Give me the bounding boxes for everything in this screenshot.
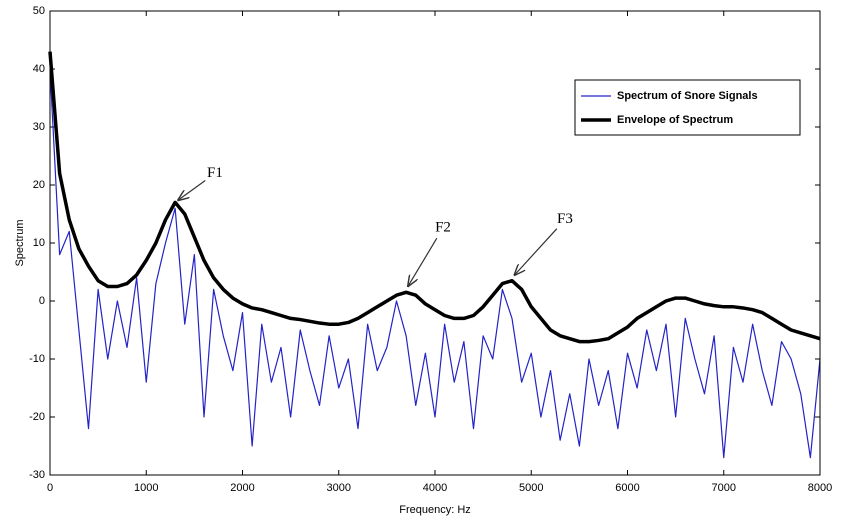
x-tick-label: 7000: [712, 482, 736, 494]
annotation-arrow: [408, 237, 438, 286]
y-tick-label: -20: [29, 411, 45, 423]
annotation-arrow: [515, 228, 558, 275]
x-tick-label: 1000: [134, 482, 158, 494]
x-tick-label: 4000: [423, 482, 447, 494]
x-tick-label: 2000: [230, 482, 254, 494]
x-tick-label: 8000: [808, 482, 832, 494]
annotation-label: F3: [557, 211, 573, 227]
x-tick-label: 0: [47, 482, 53, 494]
annotation-label: F2: [435, 219, 451, 235]
series-line: [49, 68, 821, 459]
x-tick-label: 6000: [615, 482, 639, 494]
annotation-arrow: [178, 179, 206, 200]
y-tick-label: 0: [39, 295, 45, 307]
y-tick-label: 50: [33, 5, 45, 17]
y-tick-label: -10: [29, 353, 45, 365]
y-tick-label: 40: [33, 63, 45, 75]
x-tick-label: 5000: [519, 482, 543, 494]
annotation-label: F1: [207, 165, 223, 181]
y-tick-label: -30: [29, 469, 45, 481]
x-axis-label: Frequency: Hz: [399, 504, 471, 516]
y-axis-label: Spectrum: [14, 219, 26, 266]
x-tick-label: 3000: [327, 482, 351, 494]
y-tick-label: 30: [33, 121, 45, 133]
y-tick-label: 10: [33, 237, 45, 249]
plot-frame: [49, 10, 821, 476]
y-tick-label: 20: [33, 179, 45, 191]
series-line: [48, 51, 821, 344]
legend-box: [574, 79, 801, 136]
legend-label: Envelope of Spectrum: [617, 114, 733, 126]
legend-label: Spectrum of Snore Signals: [617, 90, 758, 102]
